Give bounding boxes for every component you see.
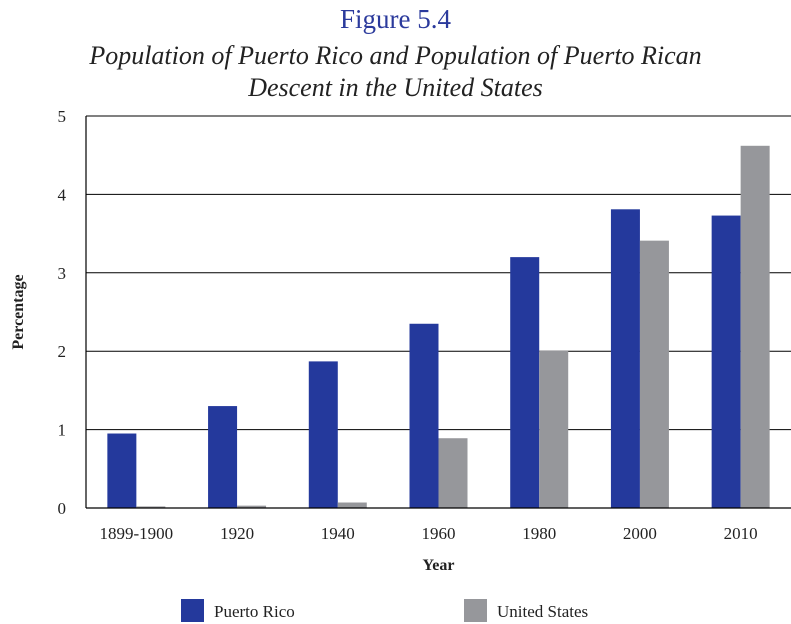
bar-puerto-rico [208,406,238,508]
bar-united-states [237,505,267,508]
bar-united-states [740,145,770,509]
y-tick-label: 1 [58,421,67,440]
x-tick-label: 2010 [724,524,758,543]
y-axis-title: Percentage [10,274,27,349]
chart-title-line1: Population of Puerto Rico and Population… [89,41,702,70]
x-axis-title: Year [423,557,455,574]
y-tick-label: 3 [58,264,67,283]
legend: Puerto Rico United States [181,599,588,622]
x-tick-label: 2000 [623,524,657,543]
bar-puerto-rico [510,257,540,508]
bar-puerto-rico [409,323,439,508]
x-tick-label: 1940 [321,524,355,543]
y-tick-label: 4 [58,185,67,204]
y-tick-label: 0 [58,499,67,518]
chart-title-line2: Descent in the United States [248,73,543,102]
bar-united-states [438,438,468,508]
bar-united-states [337,502,367,508]
bar-puerto-rico [107,433,137,508]
x-tick-label: 1960 [422,524,456,543]
legend-label: Puerto Rico [214,602,295,621]
legend-swatch [464,599,487,622]
x-tick-label: 1920 [220,524,254,543]
bar-united-states [639,240,669,508]
x-tick-label: 1980 [522,524,556,543]
y-tick-label: 2 [58,342,67,361]
y-tick-labels: 0 1 2 3 4 5 [58,107,67,518]
figure-label: Figure 5.4 [340,4,451,34]
bar-puerto-rico [610,209,640,508]
bars [107,145,770,509]
x-tick-labels: 1899-1900 1920 1940 1960 1980 2000 2010 [100,524,758,543]
chart-title: Population of Puerto Rico and Population… [0,40,791,104]
y-tick-label: 5 [58,107,67,126]
gridlines [86,115,791,431]
bar-puerto-rico [711,215,741,508]
legend-swatch [181,599,204,622]
bar-united-states [136,506,166,508]
legend-label: United States [497,602,588,621]
bar-puerto-rico [308,361,338,508]
bar-united-states [539,350,569,508]
x-tick-label: 1899-1900 [100,524,174,543]
